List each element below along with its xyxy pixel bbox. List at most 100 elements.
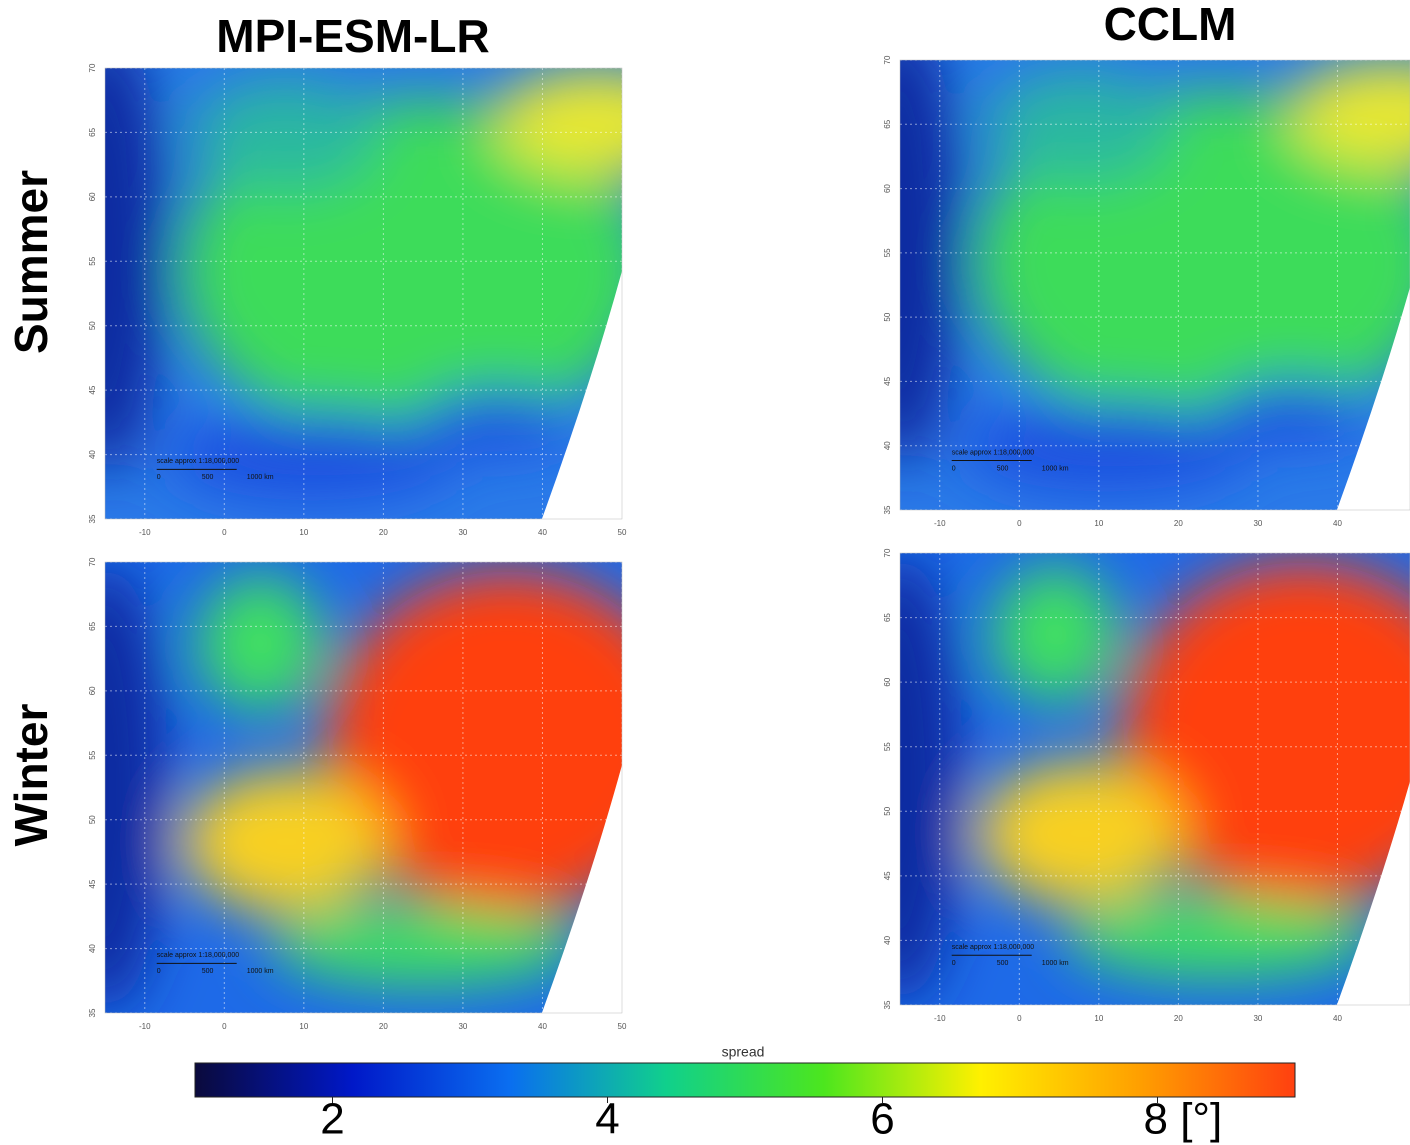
y-tick-label: 55: [883, 742, 892, 751]
x-tick-label: 20: [1174, 1014, 1183, 1023]
heatmap-blob: [105, 68, 168, 474]
x-tick-label: 10: [299, 528, 308, 537]
x-tick-label: 10: [1094, 1014, 1103, 1023]
colorbar-tick-label: 2: [320, 1095, 344, 1144]
x-tick-label: 40: [538, 1022, 547, 1031]
heatmap: [900, 553, 1410, 1005]
map-panel: -10 0 10 20 30 40 35 40 45 50 55 60 65 70 scale approx…: [883, 548, 1410, 1023]
scale-label: 500: [202, 474, 214, 481]
row-label: Summer: [5, 170, 57, 354]
scale-label: 0: [952, 465, 956, 472]
colorbar-tick-label: 4: [595, 1095, 619, 1144]
scale-label: 500: [997, 465, 1009, 472]
x-tick-label: 20: [379, 528, 388, 537]
x-tick-label: 30: [458, 1022, 467, 1031]
map-frame: [104, 561, 623, 1014]
heatmap-blob: [993, 566, 1118, 703]
column-title: MPI-ESM-LR: [216, 10, 489, 62]
y-tick-label: 50: [883, 806, 892, 815]
x-tick-label: 50: [618, 528, 627, 537]
x-tick-label: -10: [934, 519, 946, 528]
x-tick-label: 40: [1333, 519, 1342, 528]
scale-title: scale approx 1:18,000,000: [157, 952, 240, 959]
heatmap-blob: [270, 904, 581, 986]
map-frame: [899, 59, 1410, 511]
row-label: Winter: [5, 704, 57, 847]
x-tick-label: 0: [222, 528, 227, 537]
scale-label: 1000 km: [247, 968, 274, 975]
y-tick-label: 70: [88, 557, 97, 566]
heatmap-blob: [420, 388, 576, 452]
y-tick-label: 60: [883, 184, 892, 193]
x-tick-label: 10: [1094, 519, 1103, 528]
map-panel: -10 0 10 20 30 40 50 35 40 45 50 55 60 65 70 scale appr…: [88, 557, 627, 1031]
x-tick-label: 40: [1333, 1014, 1342, 1023]
domain-edge: [541, 270, 622, 519]
colorbar-tick-label: 8 [°]: [1144, 1095, 1223, 1144]
x-tick-label: -10: [139, 1022, 151, 1031]
scale-label: 1000 km: [1042, 465, 1069, 472]
heatmap-blob: [167, 410, 457, 501]
y-tick-label: 60: [88, 192, 97, 201]
heatmap-blob: [492, 68, 622, 177]
x-tick-label: 0: [222, 1022, 227, 1031]
y-tick-label: 35: [883, 505, 892, 514]
heatmap-blob: [987, 73, 1175, 182]
y-tick-label: 70: [883, 548, 892, 557]
y-tick-label: 35: [88, 514, 97, 523]
map-panel: -10 0 10 20 30 40 50 35 40 45 50 55 60 65 70 scale appr…: [88, 63, 627, 537]
y-tick-label: 35: [883, 1000, 892, 1009]
x-tick-label: 0: [1017, 1014, 1022, 1023]
heatmap-blob: [198, 575, 323, 711]
scale-title: scale approx 1:18,000,000: [952, 944, 1035, 951]
y-tick-label: 55: [88, 256, 97, 265]
colorbar-ramp: [194, 1062, 1296, 1098]
x-tick-label: 30: [458, 528, 467, 537]
scale-label: 1000 km: [247, 474, 274, 481]
heatmap-blob: [900, 553, 963, 1005]
heatmap: [900, 60, 1410, 510]
scale-label: 1000 km: [1042, 960, 1069, 967]
y-tick-label: 45: [88, 879, 97, 888]
y-tick-label: 40: [88, 450, 97, 459]
y-tick-label: 65: [883, 119, 892, 128]
x-tick-label: 30: [1253, 1014, 1262, 1023]
maps: -10 0 10 20 30 40 50 35 40 45 50 55 60 65 70 scale appr…: [88, 55, 1410, 1031]
x-tick-label: -10: [139, 528, 151, 537]
y-tick-label: 65: [88, 127, 97, 136]
x-tick-label: 0: [1017, 519, 1022, 528]
heatmap-blob: [977, 760, 1185, 906]
y-tick-label: 50: [88, 321, 97, 330]
y-tick-label: 65: [883, 613, 892, 622]
heatmap-blob: [182, 769, 390, 914]
heatmap-blob: [1065, 896, 1376, 978]
heatmap-blob: [1287, 60, 1410, 168]
map-frame: [899, 552, 1410, 1006]
x-tick-label: 30: [1253, 519, 1262, 528]
scale-title: scale approx 1:18,000,000: [157, 458, 240, 465]
y-tick-label: 70: [883, 55, 892, 64]
y-tick-label: 40: [883, 935, 892, 944]
map-panel: -10 0 10 20 30 40 35 40 45 50 55 60 65 70 scale approx…: [883, 55, 1410, 528]
x-tick-label: 20: [379, 1022, 388, 1031]
heatmap-blob: [900, 60, 963, 465]
heatmap-blob: [1215, 379, 1371, 443]
y-tick-label: 35: [88, 1008, 97, 1017]
scale-label: 500: [202, 968, 214, 975]
domain-edge: [541, 764, 622, 1013]
colorbar: spread 2 4 6 8 [°]: [194, 1044, 1296, 1144]
x-tick-label: 20: [1174, 519, 1183, 528]
x-tick-label: 50: [618, 1022, 627, 1031]
y-tick-label: 45: [88, 385, 97, 394]
colorbar-tick-label: 6: [870, 1095, 894, 1144]
x-tick-label: 40: [538, 528, 547, 537]
y-tick-label: 45: [883, 376, 892, 385]
y-tick-label: 40: [883, 441, 892, 450]
domain-edge: [1336, 287, 1410, 510]
scale-label: 0: [952, 960, 956, 967]
y-tick-label: 40: [88, 944, 97, 953]
x-tick-label: -10: [934, 1014, 946, 1023]
scale-title: scale approx 1:18,000,000: [952, 449, 1035, 456]
y-tick-label: 65: [88, 621, 97, 630]
